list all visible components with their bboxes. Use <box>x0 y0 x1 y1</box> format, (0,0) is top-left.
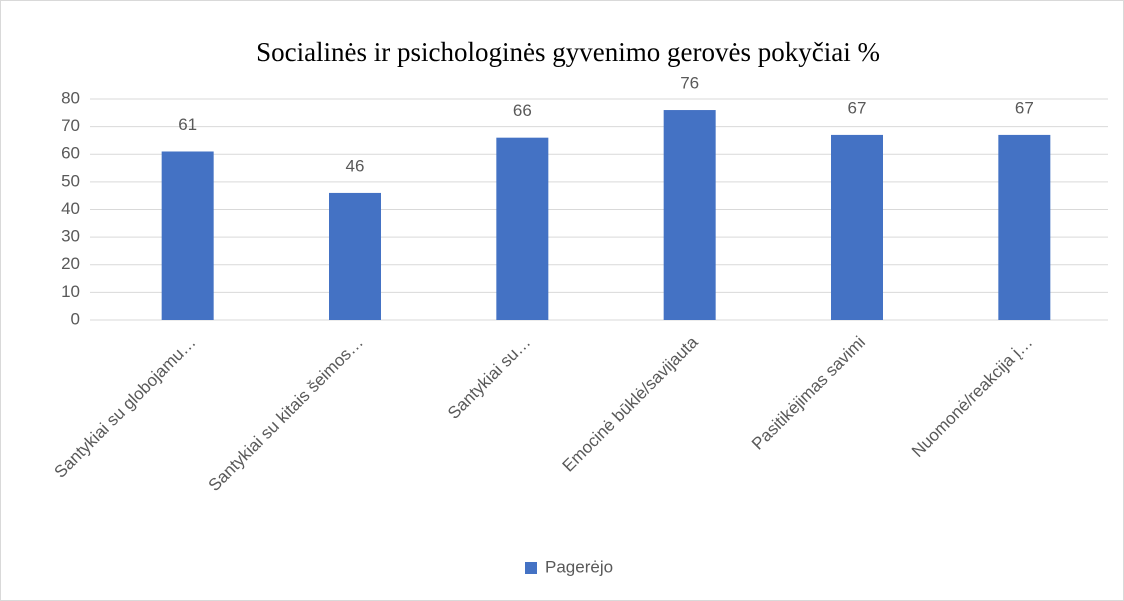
y-tick-label: 80 <box>61 88 80 107</box>
legend-swatch <box>525 562 537 574</box>
bar <box>998 134 1051 320</box>
chart-title: Socialinės ir psichologinės gyvenimo ger… <box>256 37 880 67</box>
y-tick-label: 40 <box>61 199 80 218</box>
bar <box>831 134 883 320</box>
bar <box>329 192 381 320</box>
bar <box>663 110 716 320</box>
y-tick-label: 10 <box>61 282 80 301</box>
y-tick-label: 60 <box>61 144 80 163</box>
data-label: 61 <box>178 115 197 134</box>
data-label: 46 <box>346 156 365 175</box>
data-label: 76 <box>680 74 699 93</box>
data-label: 66 <box>513 101 532 120</box>
y-tick-label: 50 <box>61 171 80 190</box>
data-label: 67 <box>848 98 867 117</box>
bar <box>496 137 549 320</box>
y-tick-label: 30 <box>61 227 80 246</box>
y-tick-label: 0 <box>71 309 80 328</box>
y-tick-label: 20 <box>61 254 80 273</box>
y-tick-label: 70 <box>61 116 80 135</box>
legend-label: Pagerėjo <box>545 557 613 576</box>
bar <box>161 151 214 320</box>
data-label: 67 <box>1015 98 1034 117</box>
